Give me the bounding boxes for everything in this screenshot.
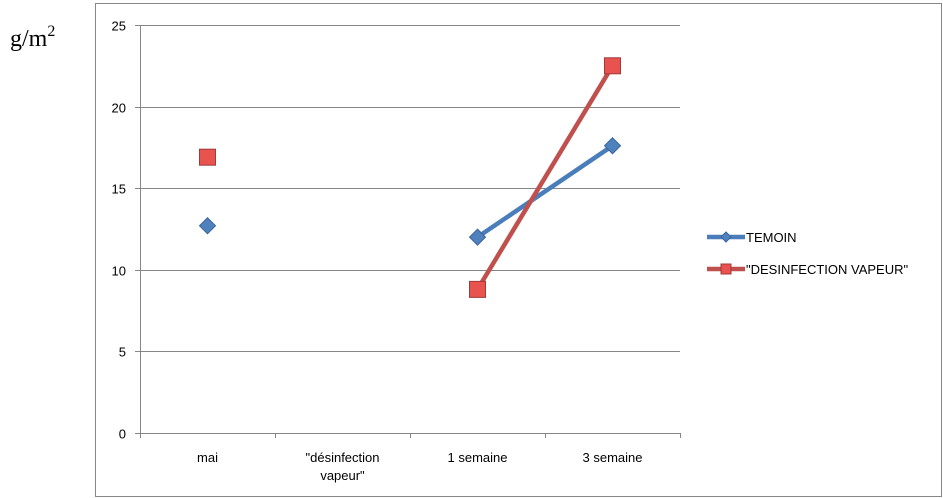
x-tick-label-2: 1 semaine — [448, 450, 508, 465]
y-tick-label-5: 5 — [119, 345, 126, 360]
x-tick-label-3: 3 semaine — [583, 450, 643, 465]
x-tick-label-line: 1 semaine — [448, 450, 508, 465]
legend-marker-0 — [720, 231, 732, 243]
y-unit-superscript: 2 — [47, 23, 55, 40]
series-0-point-0 — [198, 217, 217, 235]
y-tick-label-15: 15 — [112, 182, 126, 197]
y-tick-label-25: 25 — [112, 19, 126, 34]
y-axis-unit-label: g/m2 — [10, 23, 55, 52]
y-tick-label-0: 0 — [119, 427, 126, 442]
series-1-line-segment-2 — [475, 63, 615, 292]
legend-marker-1 — [720, 263, 732, 275]
legend-label-0: TEMOIN — [746, 230, 797, 245]
x-tick-label-line: vapeur" — [320, 468, 365, 483]
series-0-point-2 — [468, 228, 487, 246]
x-tick-label-line: 3 semaine — [583, 450, 643, 465]
x-tick-label-line: "désinfection — [306, 450, 380, 465]
legend: TEMOIN "DESINFECTION VAPEUR" — [707, 230, 909, 277]
series-0-point-3 — [603, 137, 622, 155]
legend-label-1: "DESINFECTION VAPEUR" — [746, 262, 909, 277]
chart-frame — [95, 3, 942, 497]
series-0-line-segment-2 — [475, 143, 615, 240]
x-tick-label-0: mai — [197, 450, 218, 465]
x-tick-label-1: "désinfection vapeur" — [306, 450, 380, 483]
axes — [140, 25, 681, 438]
series-layer — [198, 57, 622, 298]
y-tick-label-10: 10 — [112, 264, 126, 279]
series-1-point-3 — [604, 57, 621, 75]
x-tick-label-line: mai — [197, 450, 218, 465]
series-1-point-0 — [199, 148, 216, 166]
series-1-point-2 — [469, 280, 486, 298]
y-tick-label-20: 20 — [112, 101, 126, 116]
x-tick-labels: mai "désinfection vapeur" 1 semaine 3 semain… — [197, 450, 642, 483]
gridlines — [135, 25, 680, 434]
y-tick-labels: 0 5 10 15 20 25 — [112, 19, 126, 442]
y-unit-text: g/m — [10, 26, 48, 52]
